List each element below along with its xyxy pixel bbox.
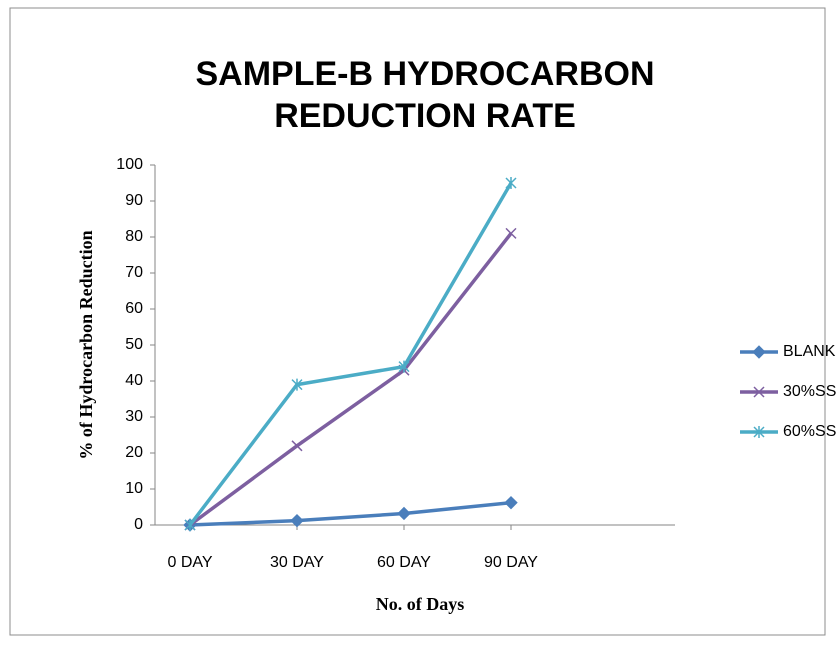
y-tick-label: 70	[125, 264, 143, 281]
x-axis-title: No. of Days	[376, 594, 465, 614]
legend-label: 30%SS	[783, 383, 836, 400]
legend-label: 60%SS	[783, 423, 836, 440]
chart-border	[9, 7, 826, 636]
y-tick-label: 0	[134, 516, 143, 533]
y-tick-label: 100	[116, 156, 143, 173]
series-line	[189, 500, 512, 527]
legend-marker	[753, 386, 765, 398]
legend-marker	[753, 426, 765, 438]
y-tick-label: 10	[125, 480, 143, 497]
y-tick-label: 30	[125, 408, 143, 425]
data-point	[291, 378, 303, 391]
y-tick-label: 60	[125, 300, 143, 317]
data-point	[505, 177, 517, 189]
legend-marker	[752, 345, 766, 359]
legend-label: BLANK	[783, 343, 836, 360]
chart-title: REDUCTION RATE	[274, 97, 576, 135]
data-point	[291, 440, 303, 452]
data-point	[398, 360, 410, 373]
chart-title: SAMPLE-B HYDROCARBON	[196, 55, 655, 93]
x-tick-label: 90 DAY	[484, 554, 538, 571]
data-point	[505, 227, 517, 239]
y-tick-label: 40	[125, 372, 143, 389]
y-tick-label: 20	[125, 444, 143, 461]
series-line	[188, 232, 513, 527]
data-point	[397, 506, 411, 521]
y-tick-label: 80	[125, 228, 143, 245]
y-tick-label: 50	[125, 336, 143, 353]
data-point	[290, 513, 304, 528]
y-tick-label: 90	[125, 192, 143, 209]
y-axis-title: % of Hydrocarbon Reduction	[76, 230, 96, 459]
x-tick-label: 60 DAY	[377, 554, 431, 571]
data-point	[504, 495, 518, 510]
series-line	[188, 182, 513, 527]
x-tick-label: 0 DAY	[167, 554, 212, 571]
x-tick-label: 30 DAY	[270, 554, 324, 571]
data-point	[184, 519, 196, 531]
